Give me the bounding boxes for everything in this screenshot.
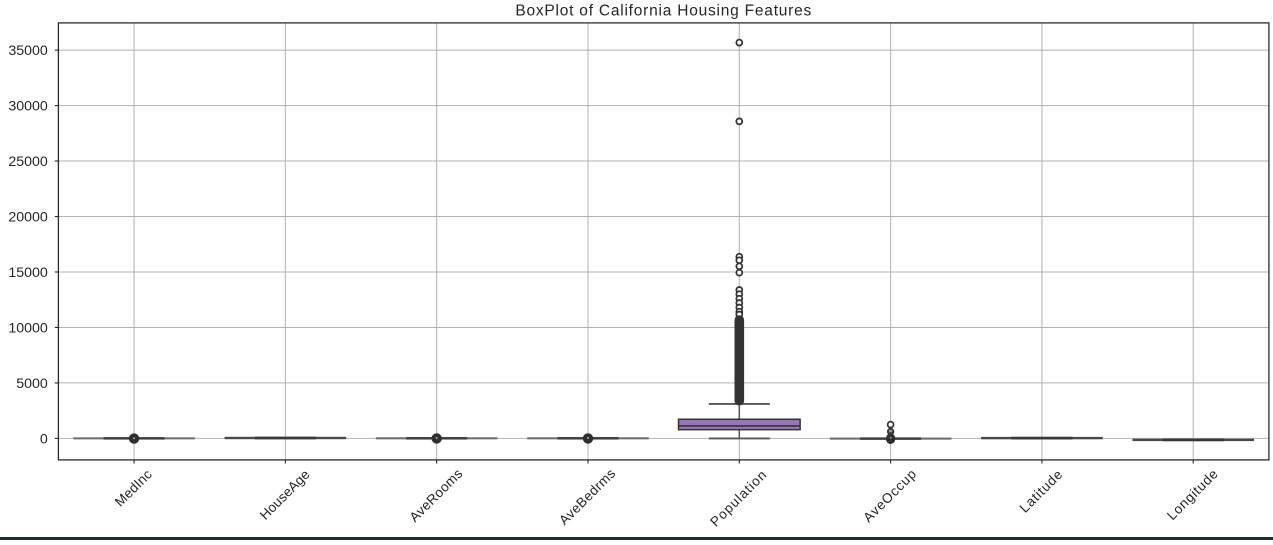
svg-text:10000: 10000	[8, 320, 48, 336]
svg-text:25000: 25000	[8, 154, 48, 170]
svg-text:BoxPlot of California Housing: BoxPlot of California Housing Features	[515, 3, 812, 20]
svg-text:15000: 15000	[8, 265, 48, 281]
svg-text:0: 0	[40, 431, 48, 447]
svg-text:35000: 35000	[8, 43, 48, 59]
svg-text:5000: 5000	[16, 376, 48, 392]
svg-text:30000: 30000	[8, 99, 48, 115]
svg-text:20000: 20000	[8, 210, 48, 226]
